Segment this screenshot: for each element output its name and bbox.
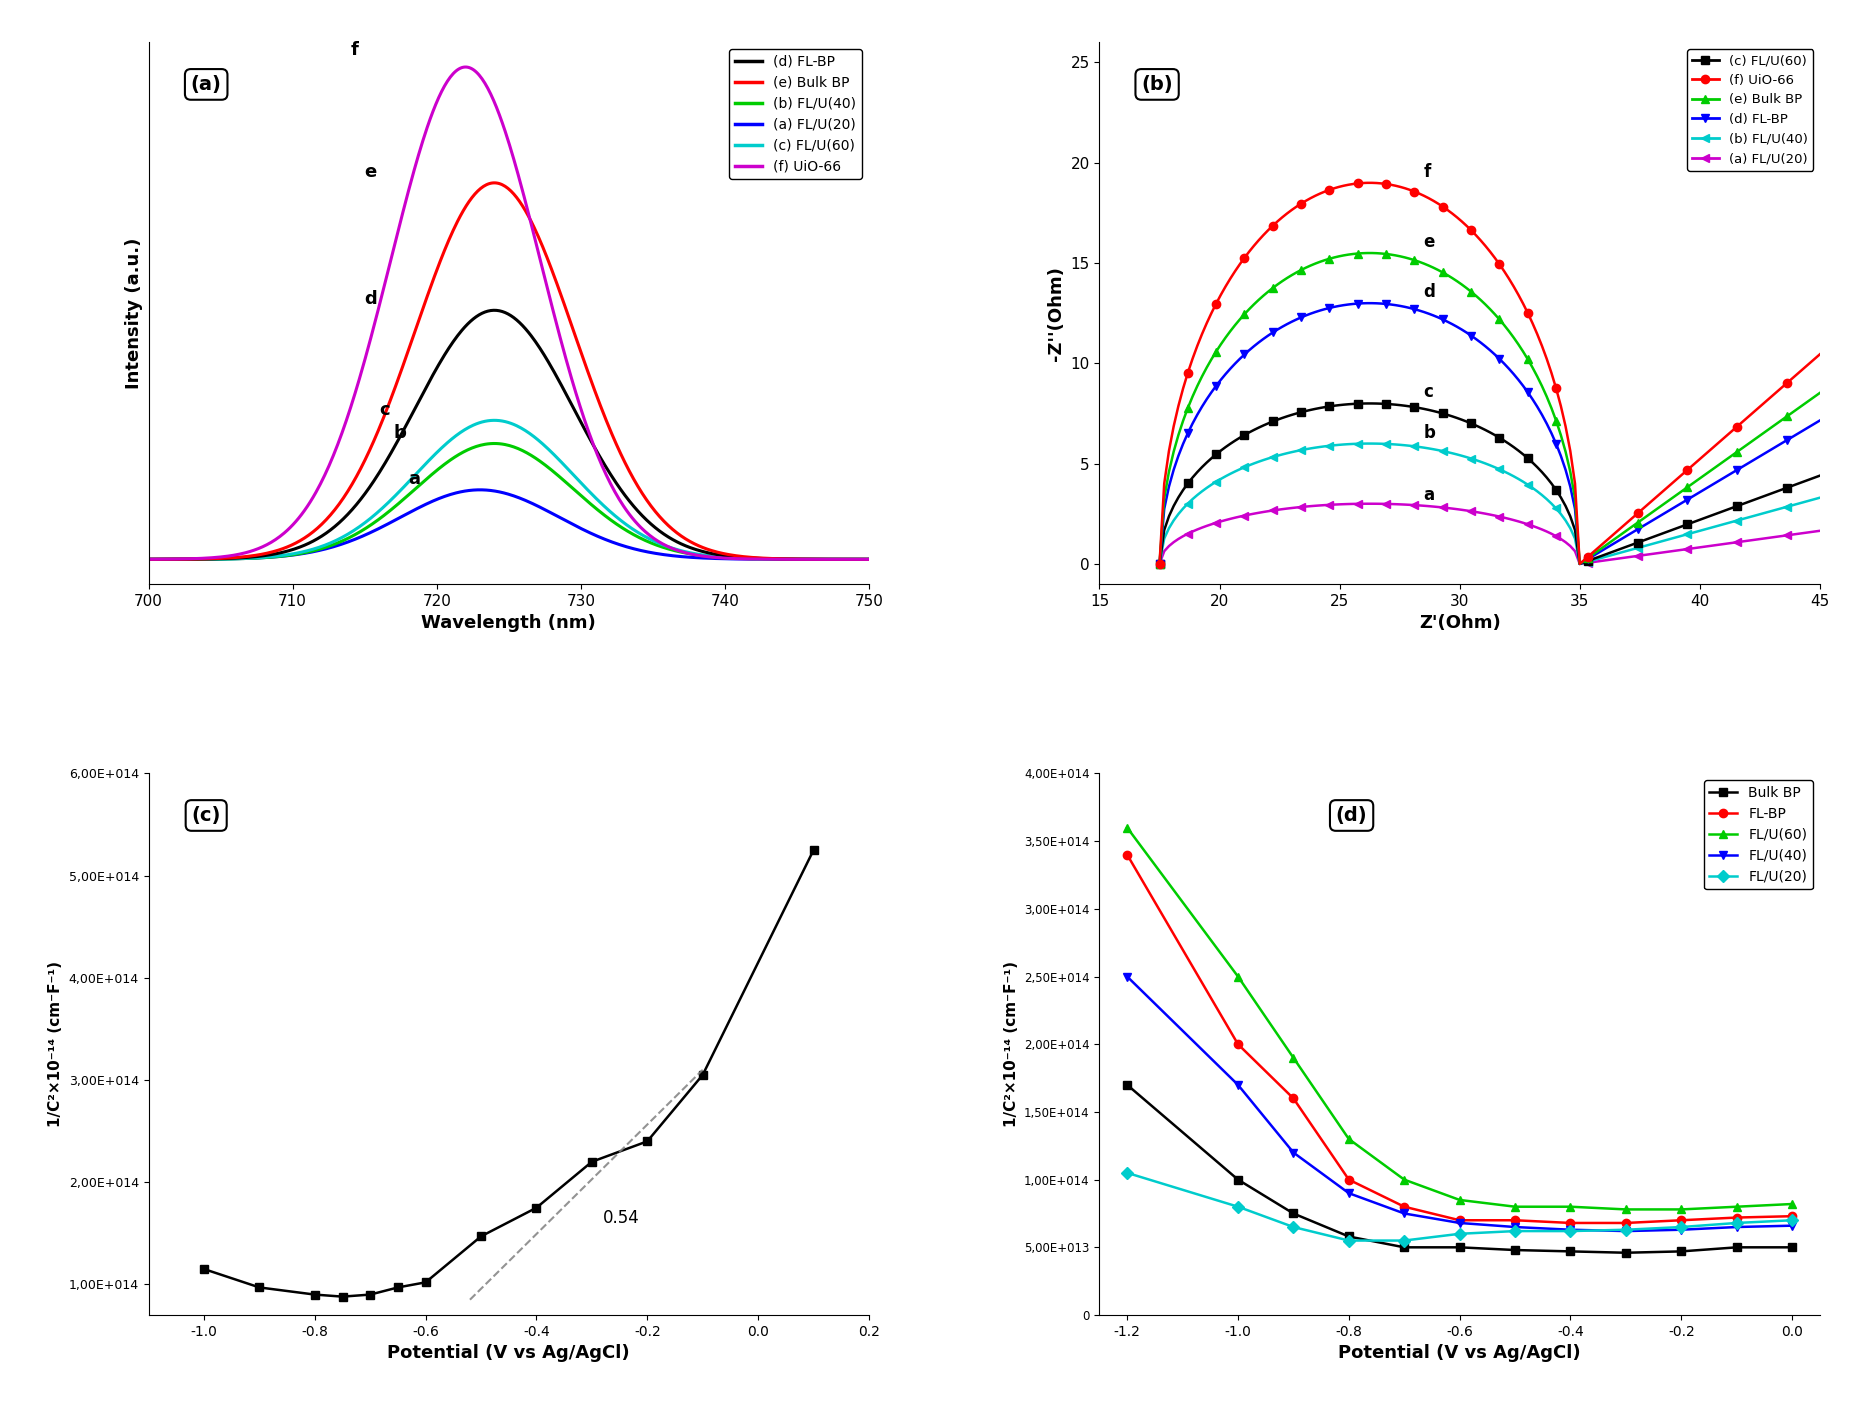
FL/U(20): [1337, 1232, 1359, 1249]
FL/U(20): [1283, 1219, 1305, 1236]
Line: FL/U(60): FL/U(60): [1123, 823, 1796, 1213]
FL/U(20): [1669, 1219, 1692, 1236]
X-axis label: Potential (V vs Ag/AgCl): Potential (V vs Ag/AgCl): [1339, 1345, 1580, 1362]
FL/U(40): [1448, 1215, 1471, 1232]
Text: c: c: [1424, 383, 1434, 402]
Text: e: e: [364, 163, 377, 181]
Text: (d): (d): [1335, 806, 1367, 824]
X-axis label: Wavelength (nm): Wavelength (nm): [422, 614, 596, 632]
FL-BP: [1560, 1215, 1582, 1232]
FL/U(20): [1448, 1226, 1471, 1243]
Bulk BP: [1616, 1244, 1638, 1261]
Legend: (c) FL/U(60), (f) UiO-66, (e) Bulk BP, (d) FL-BP, (b) FL/U(40), (a) FL/U(20): (c) FL/U(60), (f) UiO-66, (e) Bulk BP, (…: [1686, 49, 1812, 171]
FL/U(60): [1227, 969, 1250, 986]
FL/U(40): [1337, 1185, 1359, 1202]
FL-BP: [1227, 1036, 1250, 1053]
FL/U(60): [1504, 1198, 1526, 1215]
Y-axis label: -Z''(Ohm): -Z''(Ohm): [1047, 266, 1064, 361]
FL-BP: [1616, 1215, 1638, 1232]
X-axis label: Potential (V vs Ag/AgCl): Potential (V vs Ag/AgCl): [388, 1345, 630, 1362]
Line: FL-BP: FL-BP: [1123, 851, 1796, 1227]
FL/U(40): [1283, 1144, 1305, 1161]
Text: b: b: [394, 424, 407, 441]
FL/U(60): [1393, 1171, 1415, 1188]
FL/U(40): [1116, 969, 1138, 986]
Y-axis label: 1/C²×10⁻¹⁴ (cm⁻F⁻¹): 1/C²×10⁻¹⁴ (cm⁻F⁻¹): [48, 962, 63, 1127]
FL/U(60): [1669, 1200, 1692, 1217]
Bulk BP: [1669, 1243, 1692, 1260]
FL/U(20): [1116, 1164, 1138, 1181]
FL/U(20): [1227, 1198, 1250, 1215]
FL/U(40): [1781, 1217, 1803, 1234]
FL-BP: [1337, 1171, 1359, 1188]
FL-BP: [1393, 1198, 1415, 1215]
FL-BP: [1448, 1212, 1471, 1229]
FL/U(60): [1283, 1049, 1305, 1066]
FL/U(60): [1560, 1198, 1582, 1215]
FL/U(60): [1725, 1198, 1747, 1215]
FL/U(20): [1504, 1223, 1526, 1240]
Text: c: c: [379, 400, 390, 419]
Text: a: a: [409, 469, 420, 488]
FL/U(60): [1781, 1195, 1803, 1212]
FL/U(20): [1616, 1222, 1638, 1239]
Text: 0.54: 0.54: [604, 1209, 639, 1227]
Line: FL/U(40): FL/U(40): [1123, 973, 1796, 1236]
FL-BP: [1504, 1212, 1526, 1229]
Y-axis label: Intensity (a.u.): Intensity (a.u.): [124, 238, 143, 389]
Bulk BP: [1560, 1243, 1582, 1260]
Bulk BP: [1504, 1241, 1526, 1258]
FL-BP: [1725, 1209, 1747, 1226]
FL/U(40): [1616, 1223, 1638, 1240]
Text: d: d: [364, 290, 377, 308]
Text: b: b: [1424, 424, 1435, 441]
FL/U(40): [1504, 1219, 1526, 1236]
FL/U(20): [1781, 1212, 1803, 1229]
Bulk BP: [1448, 1239, 1471, 1256]
Bulk BP: [1725, 1239, 1747, 1256]
Text: a: a: [1424, 486, 1435, 503]
Text: (c): (c): [191, 806, 221, 824]
Line: FL/U(20): FL/U(20): [1123, 1169, 1796, 1244]
Bulk BP: [1227, 1171, 1250, 1188]
FL/U(20): [1725, 1215, 1747, 1232]
FL/U(20): [1560, 1223, 1582, 1240]
Text: d: d: [1424, 283, 1435, 301]
FL/U(40): [1669, 1222, 1692, 1239]
Bulk BP: [1283, 1205, 1305, 1222]
Line: Bulk BP: Bulk BP: [1123, 1080, 1796, 1257]
FL/U(60): [1116, 819, 1138, 836]
FL/U(40): [1393, 1205, 1415, 1222]
FL/U(40): [1725, 1219, 1747, 1236]
FL-BP: [1116, 846, 1138, 863]
Text: (b): (b): [1142, 75, 1174, 93]
FL/U(20): [1393, 1232, 1415, 1249]
FL/U(40): [1227, 1076, 1250, 1093]
Bulk BP: [1116, 1076, 1138, 1093]
FL/U(60): [1616, 1200, 1638, 1217]
Text: e: e: [1424, 233, 1435, 252]
FL-BP: [1669, 1212, 1692, 1229]
FL/U(40): [1560, 1222, 1582, 1239]
FL-BP: [1781, 1208, 1803, 1225]
Y-axis label: 1/C²×10⁻¹⁴ (cm⁻F⁻¹): 1/C²×10⁻¹⁴ (cm⁻F⁻¹): [1003, 962, 1019, 1127]
FL-BP: [1283, 1090, 1305, 1107]
Bulk BP: [1393, 1239, 1415, 1256]
Bulk BP: [1337, 1227, 1359, 1244]
Bulk BP: [1781, 1239, 1803, 1256]
FL/U(60): [1448, 1192, 1471, 1209]
Text: f: f: [1424, 163, 1432, 181]
FL/U(60): [1337, 1131, 1359, 1148]
Text: f: f: [351, 41, 358, 59]
X-axis label: Z'(Ohm): Z'(Ohm): [1419, 614, 1500, 632]
Legend: (d) FL-BP, (e) Bulk BP, (b) FL/U(40), (a) FL/U(20), (c) FL/U(60), (f) UiO-66: (d) FL-BP, (e) Bulk BP, (b) FL/U(40), (a…: [730, 49, 862, 180]
Legend: Bulk BP, FL-BP, FL/U(60), FL/U(40), FL/U(20): Bulk BP, FL-BP, FL/U(60), FL/U(40), FL/U…: [1705, 781, 1812, 889]
Text: (a): (a): [191, 75, 221, 93]
